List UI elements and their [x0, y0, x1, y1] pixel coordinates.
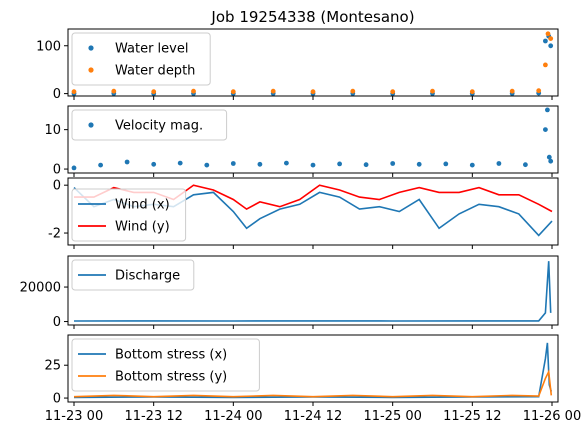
y-tick-label: 0 [53, 315, 61, 330]
series-1-point [543, 38, 548, 44]
x-tick-label: 11-24 12 [284, 409, 342, 424]
legend-marker [88, 67, 94, 73]
y-tick-label: 20000 [20, 281, 61, 296]
series-2-point [543, 62, 548, 68]
y-tick-label: 100 [36, 39, 61, 54]
legend-label: Bottom stress (y) [115, 370, 227, 385]
y-tick-label: 25 [44, 359, 61, 374]
series-2-line [73, 369, 553, 398]
series-1-point [151, 161, 157, 167]
legend-label: Discharge [115, 269, 180, 284]
series-2-point [545, 31, 551, 37]
legend: Water level Water depth [71, 32, 211, 86]
y-tick-label: 0 [53, 163, 61, 178]
subplot-4: 0 20000 Discharge [20, 255, 559, 330]
legend-label: Water depth [115, 64, 195, 79]
y-tick-label: 0 [53, 392, 61, 407]
series-1-point [98, 162, 103, 168]
series-1-line [73, 261, 552, 322]
series-1-point [337, 161, 342, 167]
legend-label: Wind (y) [115, 220, 170, 235]
legend: Velocity mag. [71, 109, 228, 141]
series-1-point [469, 162, 475, 168]
series-1-point [496, 161, 502, 166]
legend-label: Bottom stress (x) [115, 348, 227, 363]
subplot-5: 0 25 11-23 00 11-23 12 11-24 00 11-24 12 11-25… [44, 334, 581, 424]
series-1-point [546, 154, 552, 160]
series-group [71, 31, 554, 96]
legend-box [71, 259, 195, 291]
series-1-point [543, 127, 548, 132]
series-2-point [430, 88, 435, 94]
series-1-point [257, 161, 263, 167]
y-tick-label: 0 [53, 179, 61, 194]
legend-label: Wind (x) [115, 198, 170, 213]
x-tick-label: 11-23 12 [124, 409, 182, 424]
legend: Wind (x) Wind (y) [71, 188, 187, 242]
y-tick-label: 10 [44, 123, 61, 138]
series-1-point [416, 161, 422, 167]
x-tick-label: 11-23 00 [45, 409, 103, 424]
legend-box [71, 32, 211, 86]
series-2-point [536, 88, 542, 94]
series-2-point [151, 89, 157, 95]
series-1-point [548, 43, 554, 49]
subplot-3: -2 0 Wind (x) Wind (y) [48, 177, 559, 249]
series-2-point [548, 36, 554, 41]
legend-box [71, 188, 187, 242]
series-1-point [124, 159, 130, 165]
series-group [73, 342, 553, 399]
legend: Discharge [71, 259, 195, 291]
series-2-point [71, 89, 77, 95]
chart-title: Job 19254338 (Montesano) [210, 8, 414, 26]
x-tick-label: 11-26 00 [523, 409, 581, 424]
series-1-point [363, 162, 369, 168]
series-1-point [443, 161, 449, 167]
series-2-point [111, 88, 117, 94]
series-2-point [350, 88, 356, 94]
x-tick-label: 11-25 12 [443, 409, 501, 424]
y-tick-label: 0 [53, 87, 61, 102]
series-1-point [310, 162, 316, 168]
series-2-point [230, 89, 236, 95]
series-2-point [509, 88, 515, 94]
series-1-point [284, 160, 289, 166]
x-tick-label: 11-24 00 [204, 409, 262, 424]
series-2-point [191, 88, 196, 94]
legend-box [71, 338, 260, 392]
series-1-point [548, 158, 554, 164]
series-1-point [390, 161, 396, 166]
series-1-point [71, 165, 77, 171]
legend-marker [88, 122, 94, 128]
legend-box [71, 109, 228, 141]
series-group [73, 261, 552, 322]
x-tick-label: 11-25 00 [363, 409, 421, 424]
y-tick-label: -2 [48, 227, 61, 242]
legend-label: Velocity mag. [115, 119, 203, 134]
legend: Bottom stress (x) Bottom stress (y) [71, 338, 260, 392]
series-2-point [390, 89, 396, 95]
series-1-point [545, 107, 550, 113]
series-1-point [204, 162, 210, 168]
series-group [71, 107, 554, 171]
series-1-point [177, 160, 183, 166]
series-1-point [523, 162, 528, 168]
legend-label: Water level [115, 42, 188, 57]
series-1-point [230, 161, 236, 166]
subplot-2: 0 10 Velocity mag. [44, 105, 559, 178]
series-2-point [310, 89, 316, 95]
series-2-point [270, 88, 276, 94]
legend-marker [88, 45, 94, 51]
series-2-point [469, 89, 475, 95]
